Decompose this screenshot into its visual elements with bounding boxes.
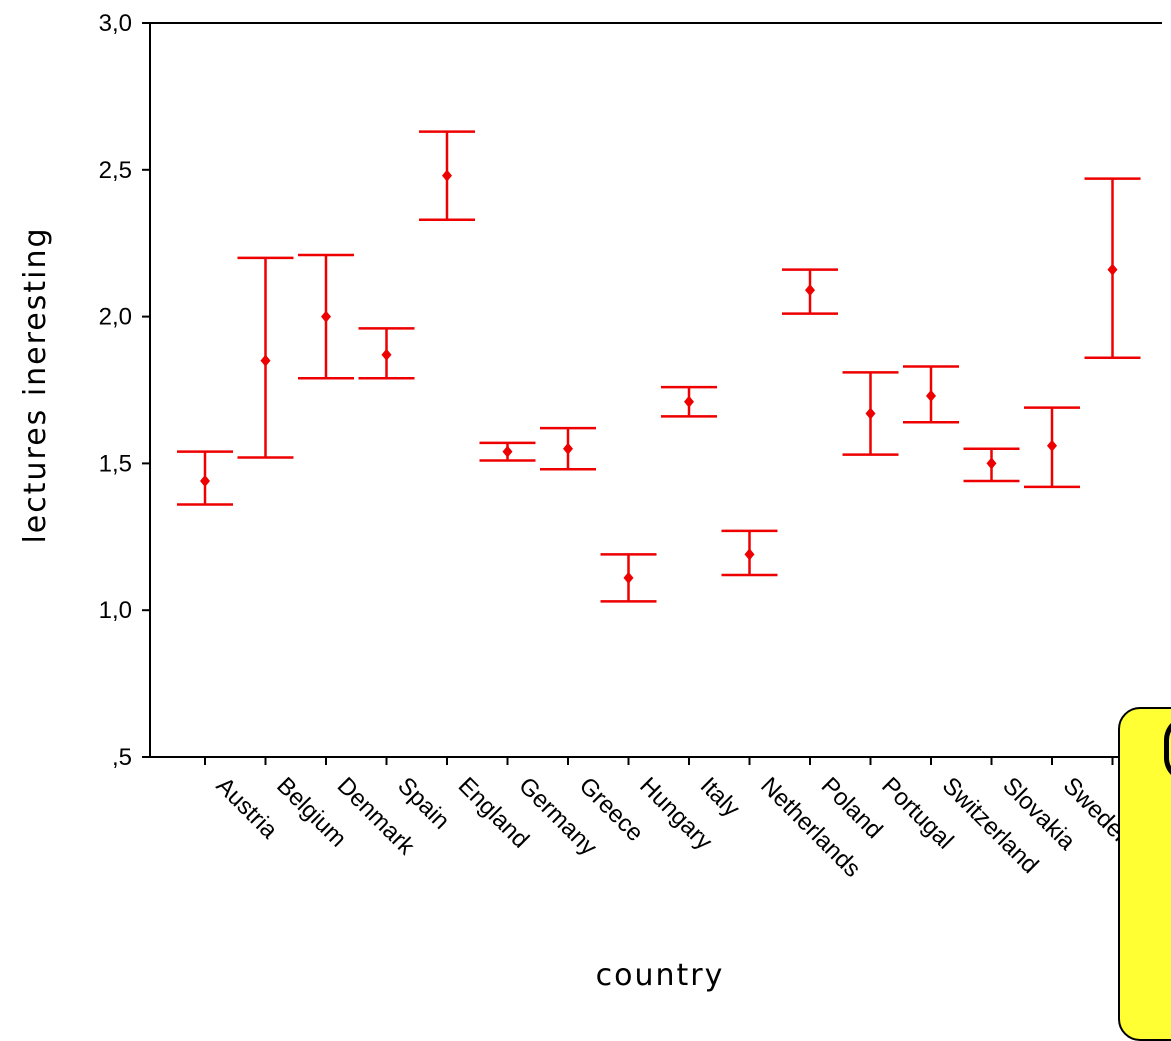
mean-point xyxy=(744,548,755,561)
error-bar-chart: ,5 1,0 1,5 2,0 2,5 3,0 AustriaBelgiumDenmarkS… xyxy=(18,10,1171,993)
error-bar xyxy=(661,385,717,418)
mean-point xyxy=(623,571,634,584)
mean-point xyxy=(381,348,392,361)
mean-point xyxy=(1047,439,1057,452)
mean-point xyxy=(321,310,331,323)
y-axis-title: lectures ineresting xyxy=(18,226,53,543)
error-bar xyxy=(1084,177,1141,359)
error-bar xyxy=(1024,406,1080,489)
error-bar xyxy=(782,268,838,315)
error-bar xyxy=(903,365,959,424)
error-bar xyxy=(237,256,294,459)
error-bar xyxy=(177,450,233,506)
y-tick-label: 1,0 xyxy=(99,597,132,624)
error-bar xyxy=(419,130,475,221)
series-error-bars xyxy=(177,130,1141,603)
mean-point xyxy=(1107,263,1118,276)
error-bar xyxy=(298,253,354,380)
x-tick-label: Austria xyxy=(211,772,283,844)
error-bar xyxy=(479,441,536,462)
plot-frame xyxy=(149,22,1162,758)
y-tick-label: 3,0 xyxy=(99,10,132,37)
mean-point xyxy=(200,475,210,488)
y-tick-label: 2,0 xyxy=(99,304,132,331)
error-bar xyxy=(358,327,415,380)
mean-point xyxy=(442,169,452,182)
mean-point xyxy=(986,457,997,470)
mean-point xyxy=(865,407,876,420)
x-axis: AustriaBelgiumDenmarkSpainEnglandGermany… xyxy=(204,757,1171,883)
y-tick-label: ,5 xyxy=(112,744,132,771)
error-bar xyxy=(842,371,899,456)
error-bar xyxy=(721,529,778,577)
mean-point xyxy=(926,389,936,402)
mean-point xyxy=(260,354,271,367)
y-axis: ,5 1,0 1,5 2,0 2,5 3,0 xyxy=(99,10,150,771)
y-tick-label: 2,5 xyxy=(99,157,132,184)
y-tick-label: 1,5 xyxy=(99,450,132,477)
mean-point xyxy=(563,442,573,455)
mean-point xyxy=(684,395,694,408)
error-bar xyxy=(600,553,657,603)
mean-point xyxy=(502,445,513,458)
error-bar xyxy=(540,426,596,471)
highlight-callout xyxy=(1118,707,1171,1041)
x-tick-label: Italy xyxy=(695,772,745,822)
error-bar xyxy=(963,447,1020,483)
mean-point xyxy=(805,284,815,297)
x-axis-title: country xyxy=(596,958,725,993)
plot-area xyxy=(149,22,1162,758)
